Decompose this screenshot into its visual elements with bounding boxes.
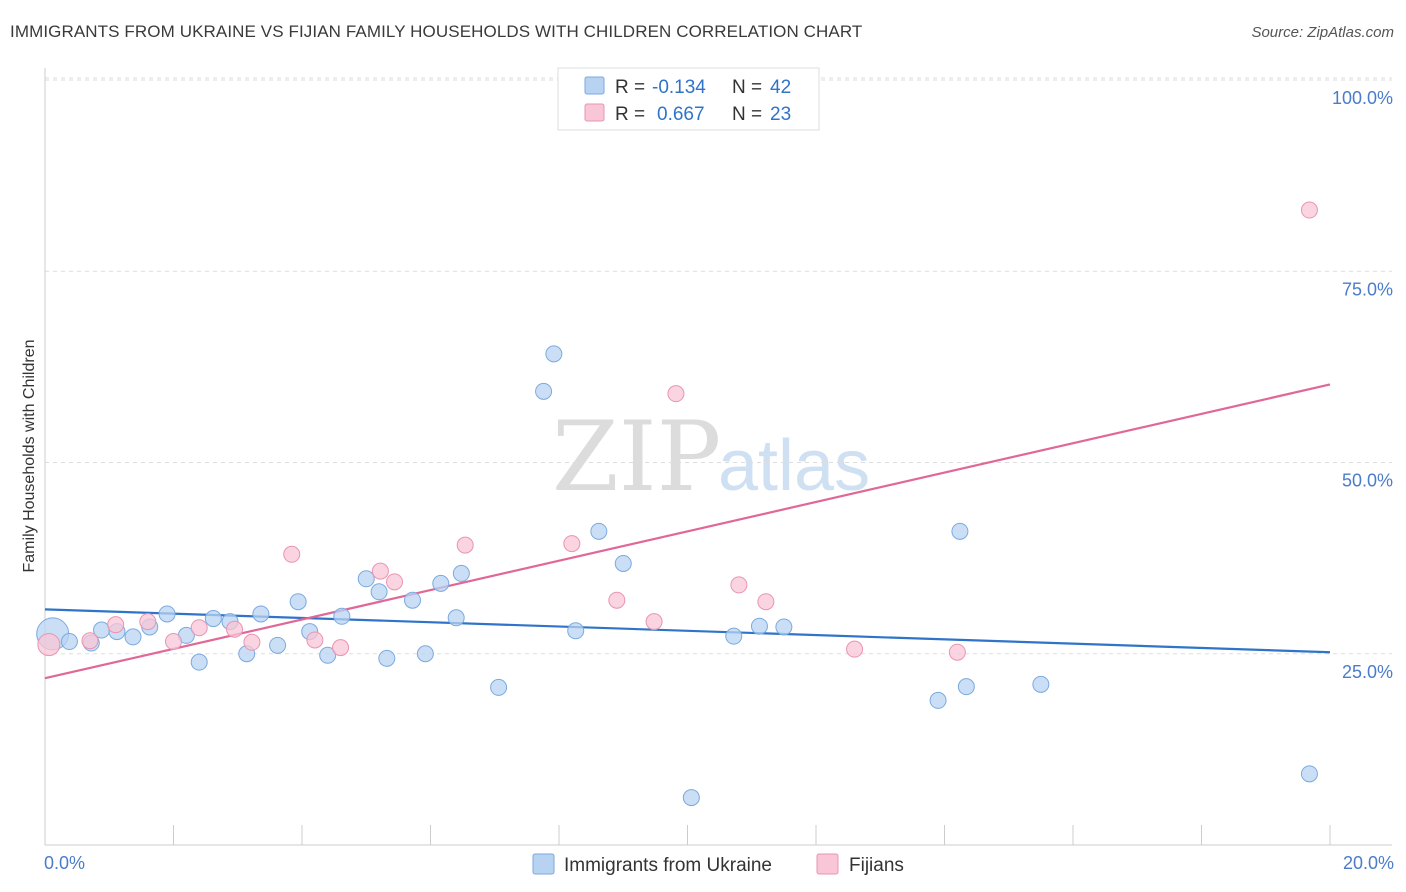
point-fiji: [37, 633, 61, 657]
point-fiji: [107, 616, 125, 634]
point-fiji: [757, 593, 775, 611]
point-ukraine: [190, 653, 208, 671]
point-fiji: [730, 576, 748, 594]
legend-swatch-fiji: [584, 103, 605, 122]
y-axis-label: Family Households with Children: [21, 340, 38, 573]
point-ukraine: [289, 593, 307, 611]
point-ukraine: [357, 570, 375, 588]
point-ukraine: [378, 649, 396, 667]
chart-title: IMMIGRANTS FROM UKRAINE VS FIJIAN FAMILY…: [10, 22, 863, 41]
point-fiji: [243, 633, 261, 651]
point-fiji: [332, 639, 350, 657]
y-tick-label: 75.0%: [1342, 279, 1393, 299]
points-layer: [36, 201, 1318, 807]
y-tick-label: 50.0%: [1342, 471, 1393, 491]
x-tick-label-max: 20.0%: [1343, 853, 1394, 873]
point-ukraine: [1032, 675, 1050, 693]
y-tick-label: 25.0%: [1342, 662, 1393, 682]
point-ukraine: [957, 678, 975, 696]
point-fiji: [371, 562, 389, 580]
point-fiji: [1300, 201, 1318, 219]
x-tick-label-min: 0.0%: [44, 853, 85, 873]
bottom-legend-swatch-ukraine: [532, 853, 555, 875]
point-ukraine: [490, 678, 508, 696]
point-ukraine: [682, 789, 700, 807]
series-legend: Immigrants from Ukraine Fijians: [532, 853, 904, 876]
point-ukraine: [614, 554, 632, 572]
correlation-legend: R = -0.134 N = 42 R = 0.667 N = 23: [557, 67, 820, 131]
point-ukraine: [269, 636, 287, 654]
point-fiji: [645, 613, 663, 631]
point-ukraine: [204, 610, 222, 628]
point-fiji: [165, 633, 182, 651]
point-ukraine: [590, 522, 608, 540]
legend-n-label-ukraine: N =: [732, 77, 762, 98]
y-tick-label: 100.0%: [1332, 88, 1393, 108]
bottom-legend-label-fiji: Fijians: [849, 855, 904, 876]
point-ukraine: [252, 605, 270, 623]
point-ukraine: [750, 617, 768, 635]
legend-n-value-fiji: 23: [770, 104, 791, 125]
trendline-fiji: [44, 383, 1331, 680]
point-ukraine: [319, 646, 337, 664]
point-ukraine: [432, 574, 450, 592]
legend-swatch-ukraine: [584, 76, 605, 95]
point-ukraine: [929, 691, 947, 709]
grid-layer: [45, 77, 1392, 655]
point-ukraine: [452, 564, 470, 582]
point-ukraine: [545, 345, 563, 363]
point-ukraine: [370, 583, 388, 601]
watermark-zip: ZIP: [552, 401, 721, 513]
bottom-legend-swatch-fiji: [816, 853, 839, 875]
bottom-legend-label-ukraine: Immigrants from Ukraine: [564, 855, 772, 876]
point-ukraine: [535, 382, 553, 400]
legend-n-value-ukraine: 42: [770, 77, 791, 98]
point-fiji: [667, 385, 685, 403]
point-fiji: [386, 573, 404, 591]
point-fiji: [81, 632, 99, 650]
point-ukraine: [567, 622, 585, 640]
source-label: Source: ZipAtlas.com: [1251, 24, 1394, 41]
point-fiji: [226, 620, 244, 638]
point-fiji: [608, 591, 626, 609]
legend-n-label-fiji: N =: [732, 104, 762, 125]
point-fiji: [306, 631, 324, 649]
legend-r-value-ukraine: -0.134: [652, 77, 706, 98]
point-ukraine: [447, 609, 465, 627]
point-ukraine: [416, 645, 434, 663]
point-ukraine: [158, 605, 176, 623]
point-ukraine: [404, 591, 422, 609]
watermark-atlas: atlas: [718, 426, 870, 506]
point-ukraine: [725, 627, 743, 645]
point-fiji: [563, 535, 581, 553]
point-fiji: [456, 536, 474, 554]
point-ukraine: [60, 633, 78, 651]
point-ukraine: [1300, 765, 1318, 783]
point-fiji: [846, 640, 864, 658]
point-ukraine: [124, 628, 142, 646]
point-ukraine: [775, 618, 793, 636]
point-fiji: [283, 545, 301, 563]
point-fiji: [139, 613, 157, 631]
legend-r-value-fiji: 0.667: [657, 104, 705, 125]
legend-r-label-ukraine: R =: [615, 77, 645, 98]
point-ukraine: [951, 522, 969, 540]
axes-layer: 25.0% 50.0% 75.0% 100.0%: [44, 68, 1393, 846]
point-fiji: [948, 643, 966, 661]
legend-r-label-fiji: R =: [615, 104, 645, 125]
point-ukraine: [333, 607, 351, 625]
point-fiji: [190, 619, 208, 637]
